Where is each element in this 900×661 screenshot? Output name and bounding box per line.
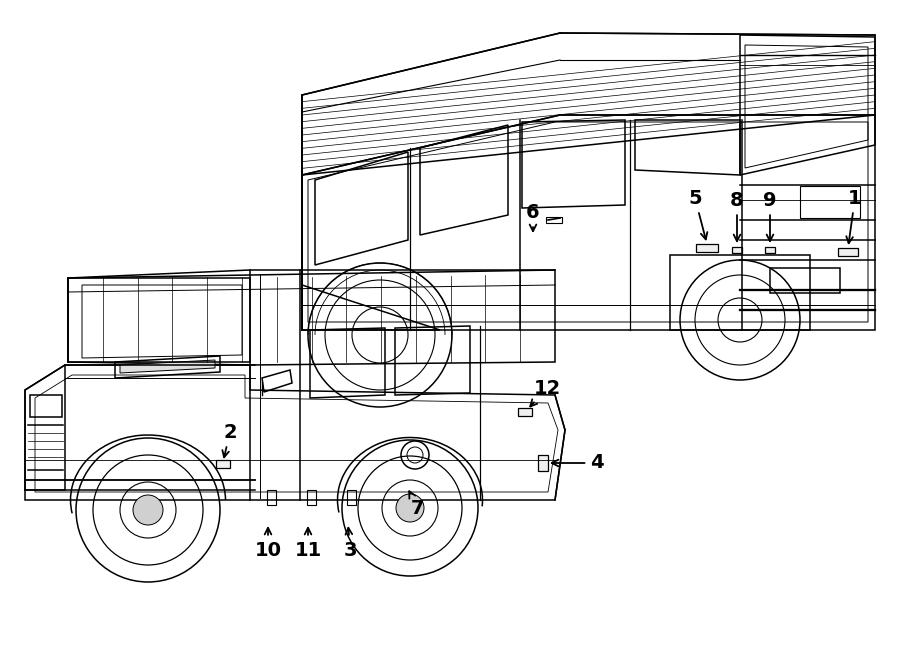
Bar — [307, 490, 316, 505]
Bar — [770, 268, 840, 293]
Bar — [30, 395, 62, 417]
Text: 7: 7 — [410, 491, 425, 518]
Bar — [538, 455, 548, 471]
Bar — [800, 186, 860, 218]
Text: 8: 8 — [730, 190, 743, 241]
Text: 1: 1 — [846, 188, 862, 243]
Bar — [696, 244, 718, 252]
Bar — [546, 217, 562, 223]
Polygon shape — [120, 360, 215, 373]
Text: 12: 12 — [530, 379, 561, 407]
Text: 4: 4 — [552, 453, 604, 473]
Bar — [732, 247, 742, 253]
Circle shape — [133, 495, 163, 525]
Bar — [838, 248, 858, 256]
Bar — [765, 247, 775, 253]
Text: 5: 5 — [688, 188, 707, 239]
Bar — [347, 490, 356, 505]
Text: 10: 10 — [255, 527, 282, 559]
Text: 3: 3 — [343, 527, 356, 559]
Text: 9: 9 — [763, 190, 777, 241]
Text: 11: 11 — [294, 527, 321, 559]
Text: 6: 6 — [526, 202, 540, 231]
Bar — [216, 460, 230, 468]
Bar — [518, 408, 532, 416]
Text: 2: 2 — [222, 422, 237, 457]
Bar — [267, 490, 276, 505]
Circle shape — [396, 494, 424, 522]
